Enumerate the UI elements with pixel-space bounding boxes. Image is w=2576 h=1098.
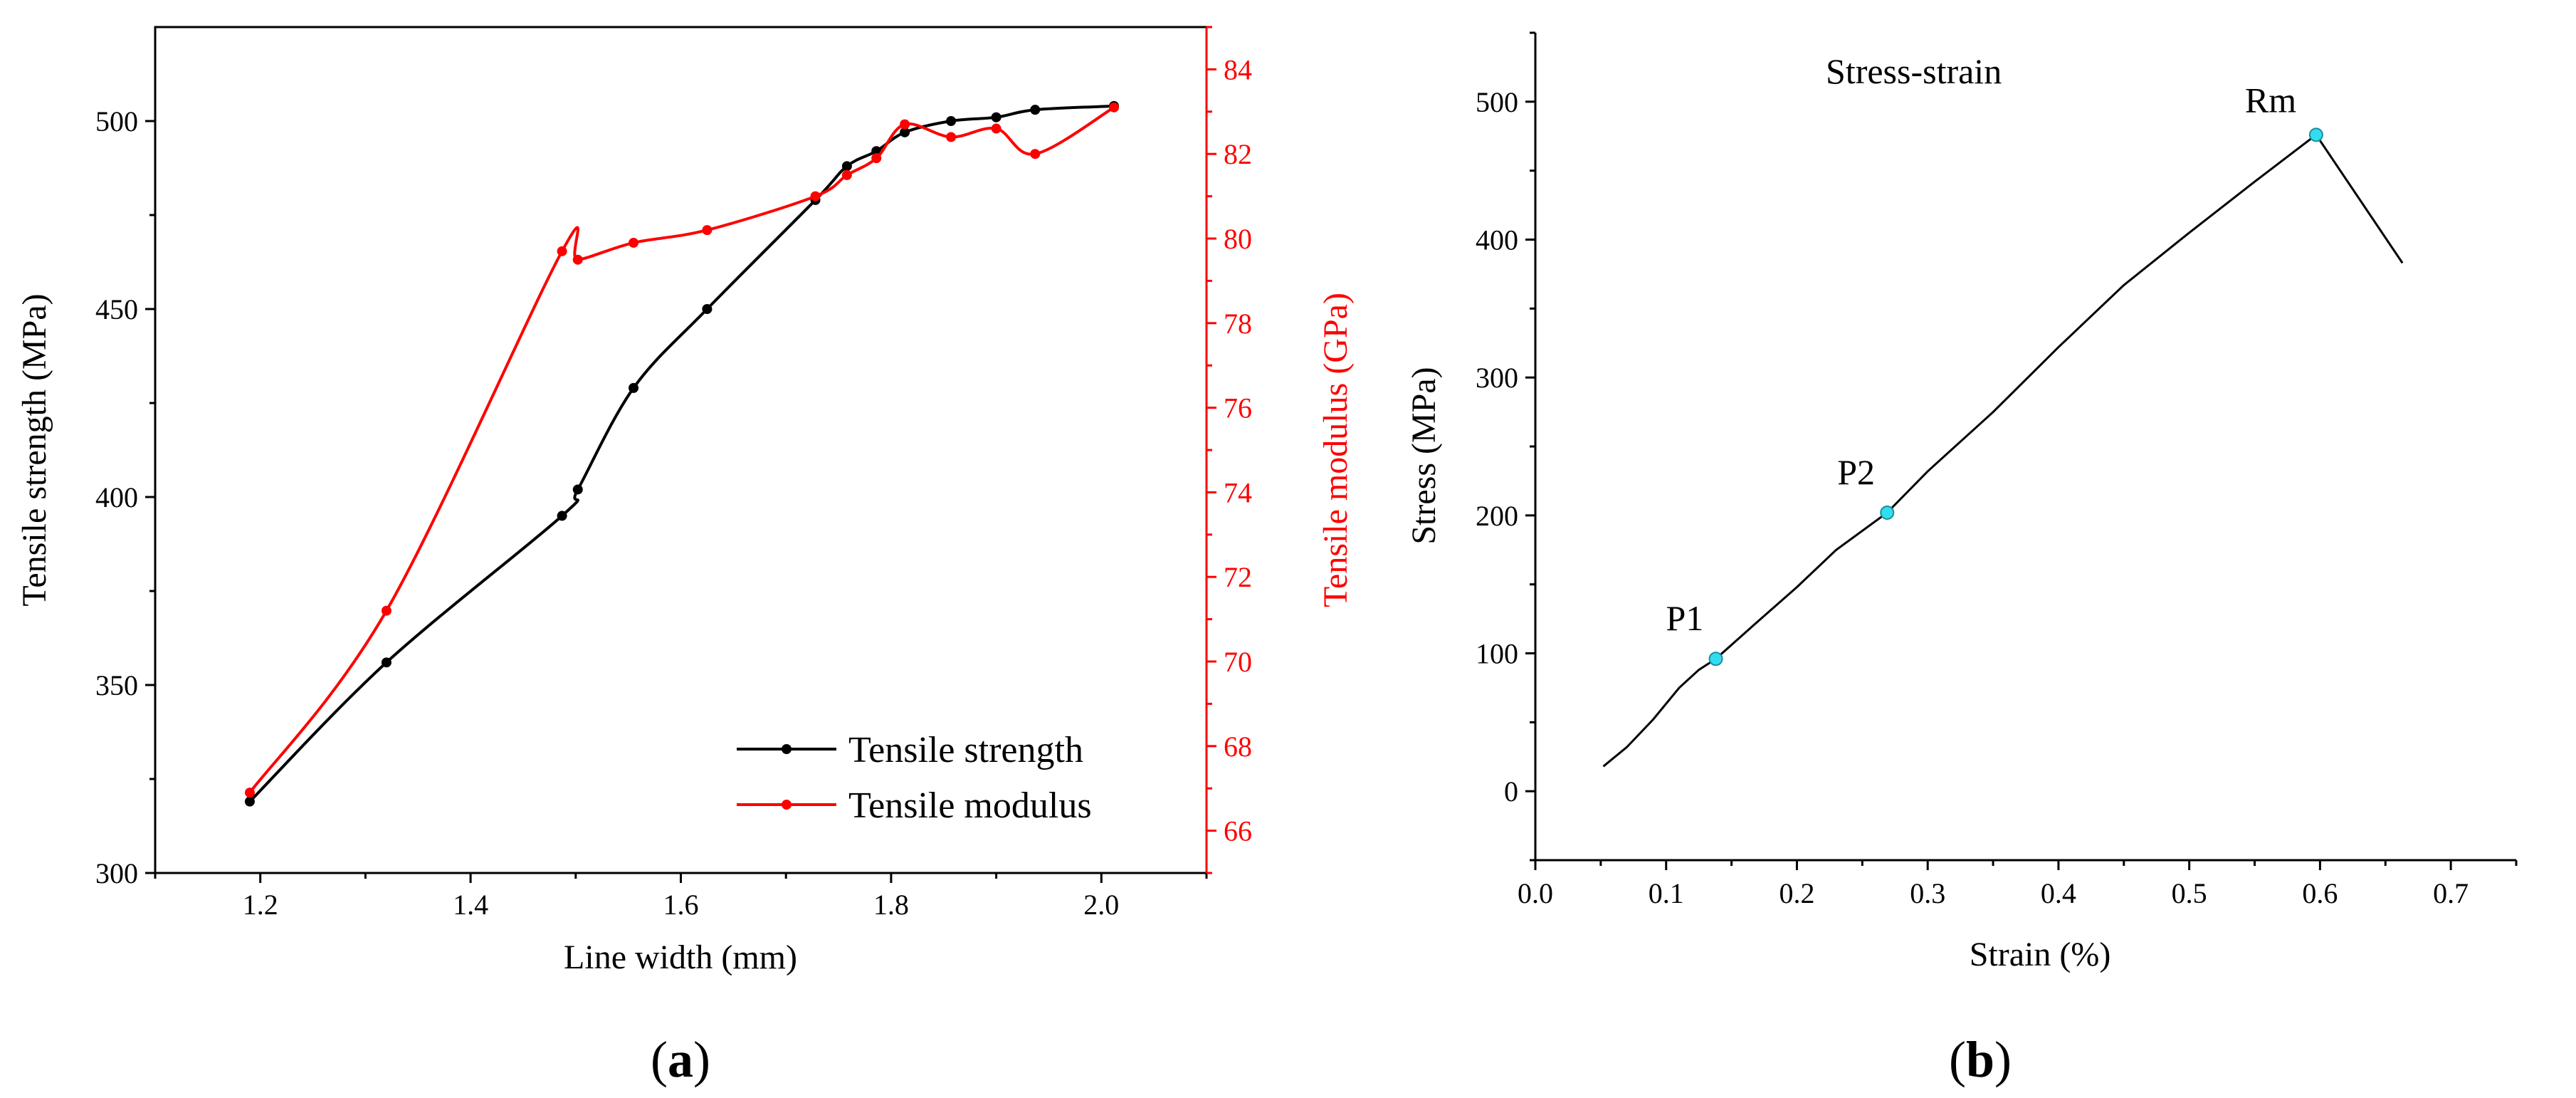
point-label-p2: P2 <box>1837 452 1875 492</box>
chart-b-y-tick-label: 400 <box>1476 224 1518 256</box>
chart-a: 1.2 1.4 1.6 1.8 2.0 300 350 400 450 500 66 68 70 72… <box>16 26 1355 1088</box>
chart-b-x-tick-label: 0.3 <box>1910 877 1945 909</box>
data-point-tensile-modulus <box>702 225 713 236</box>
chart-b-x-tick-label: 0.0 <box>1518 877 1553 909</box>
data-point-tensile-modulus <box>946 132 957 142</box>
chart-a-y2-tick-label: 66 <box>1224 815 1252 847</box>
data-point-tensile-strength <box>841 161 852 172</box>
chart-b-y-tick-label: 300 <box>1476 362 1518 394</box>
caption-b-letter: b <box>1966 1031 1994 1088</box>
series-line-stress-strain <box>1602 133 2404 768</box>
point-marker-p2 <box>1880 505 1895 520</box>
data-point-tensile-modulus <box>841 169 852 180</box>
chart-b-y-tick-label: 500 <box>1476 86 1518 118</box>
data-point-tensile-modulus <box>991 123 1002 134</box>
chart-a-y2-tick-label: 72 <box>1224 561 1252 593</box>
legend-marker-tensile-strength <box>782 744 792 754</box>
legend-label-tensile-strength: Tensile strength <box>848 730 1083 770</box>
chart-a-y-axis-label: Tensile strength (MPa) <box>16 293 53 606</box>
chart-a-x-tick-label: 1.8 <box>873 889 909 921</box>
chart-a-x-tick-label: 1.6 <box>663 889 699 921</box>
point-marker-p1 <box>1708 652 1723 666</box>
chart-a-y2-tick-label: 76 <box>1224 392 1252 424</box>
data-point-tensile-strength <box>381 657 391 668</box>
chart-a-y-tick-label: 500 <box>95 105 138 137</box>
data-point-tensile-strength <box>244 796 255 807</box>
data-point-tensile-strength <box>629 382 639 393</box>
chart-a-caption: (a) <box>651 1031 710 1088</box>
data-point-tensile-strength <box>1030 105 1041 115</box>
chart-a-x-tick-label: 2.0 <box>1083 889 1119 921</box>
chart-b-y-ticks: 0 100 200 300 400 500 <box>1476 31 1535 862</box>
chart-b: 0.0 0.1 0.2 0.3 0.4 0.5 0.6 0.7 0 100 200 300 400 50… <box>1405 31 2518 1088</box>
chart-a-x-ticks: 1.2 1.4 1.6 1.8 2.0 <box>154 873 1208 921</box>
chart-b-series: P1 P2 Rm <box>1602 80 2404 768</box>
data-point-tensile-modulus <box>381 605 391 616</box>
chart-b-x-tick-label: 0.5 <box>2172 877 2207 909</box>
series-line-tensile-modulus <box>248 106 1115 794</box>
chart-a-series <box>244 100 1120 807</box>
data-point-tensile-modulus <box>1109 102 1120 113</box>
data-point-tensile-modulus <box>557 246 567 256</box>
chart-a-legend: Tensile strength Tensile modulus <box>737 730 1092 826</box>
chart-a-y-tick-label: 450 <box>95 293 138 325</box>
chart-a-y-tick-label: 300 <box>95 857 138 889</box>
chart-b-y-tick-label: 0 <box>1504 775 1518 807</box>
data-point-tensile-strength <box>946 116 957 126</box>
chart-a-y2-tick-label: 68 <box>1224 731 1252 763</box>
caption-a-open: ( <box>651 1031 668 1088</box>
data-point-tensile-strength <box>702 304 713 314</box>
caption-b-open: ( <box>1949 1031 1966 1088</box>
data-point-tensile-modulus <box>871 153 882 164</box>
chart-a-y2-tick-label: 78 <box>1224 308 1252 340</box>
point-marker-rm <box>2308 127 2323 142</box>
chart-a-y-ticks: 300 350 400 450 500 <box>95 105 155 889</box>
chart-a-y2-tick-label: 70 <box>1224 646 1252 678</box>
chart-b-y-tick-label: 100 <box>1476 638 1518 670</box>
chart-a-y-tick-label: 400 <box>95 481 138 513</box>
chart-b-x-tick-label: 0.1 <box>1649 877 1684 909</box>
series-line-tensile-strength <box>248 104 1115 803</box>
chart-b-x-tick-label: 0.7 <box>2433 877 2469 909</box>
chart-a-x-tick-label: 1.2 <box>243 889 278 921</box>
data-point-tensile-modulus <box>900 119 910 130</box>
chart-a-x-tick-label: 1.4 <box>453 889 488 921</box>
data-point-tensile-modulus <box>810 191 821 202</box>
chart-a-y2-tick-label: 82 <box>1224 138 1252 170</box>
chart-a-y2-ticks: 66 68 70 72 74 76 78 80 82 84 <box>1206 26 1252 874</box>
chart-b-y-tick-label: 200 <box>1476 500 1518 532</box>
legend-marker-tensile-modulus <box>782 800 792 810</box>
data-point-tensile-modulus <box>629 237 639 248</box>
chart-b-x-ticks: 0.0 0.1 0.2 0.3 0.4 0.5 0.6 0.7 <box>1518 860 2518 909</box>
data-point-tensile-strength <box>991 112 1002 122</box>
chart-b-x-tick-label: 0.2 <box>1779 877 1814 909</box>
chart-b-x-tick-label: 0.4 <box>2041 877 2076 909</box>
data-point-tensile-modulus <box>1030 149 1041 160</box>
chart-b-caption: (b) <box>1949 1031 2012 1088</box>
data-point-tensile-strength <box>557 511 567 521</box>
chart-b-x-axis-label: Strain (%) <box>1970 936 2111 973</box>
data-point-tensile-strength <box>572 484 583 495</box>
chart-b-x-tick-label: 0.6 <box>2302 877 2338 909</box>
chart-a-y2-tick-label: 84 <box>1224 53 1252 85</box>
chart-b-y-axis-label: Stress (MPa) <box>1405 367 1443 544</box>
point-label-rm: Rm <box>2245 80 2296 120</box>
chart-a-y2-tick-label: 74 <box>1224 476 1252 508</box>
chart-a-x-axis-label: Line width (mm) <box>564 938 797 976</box>
chart-a-y2-axis-label: Tensile modulus (GPa) <box>1317 293 1355 607</box>
chart-b-title: Stress-strain <box>1826 51 2002 91</box>
chart-a-y-tick-label: 350 <box>95 669 138 701</box>
data-point-tensile-modulus <box>572 254 583 265</box>
caption-a-letter: a <box>668 1031 693 1088</box>
chart-a-y2-tick-label: 80 <box>1224 223 1252 255</box>
legend-label-tensile-modulus: Tensile modulus <box>848 785 1092 826</box>
data-point-tensile-strength <box>900 127 910 137</box>
caption-a-close: ) <box>693 1031 710 1088</box>
data-point-tensile-modulus <box>244 788 255 798</box>
caption-b-close: ) <box>1994 1031 2012 1088</box>
point-label-p1: P1 <box>1666 598 1704 638</box>
